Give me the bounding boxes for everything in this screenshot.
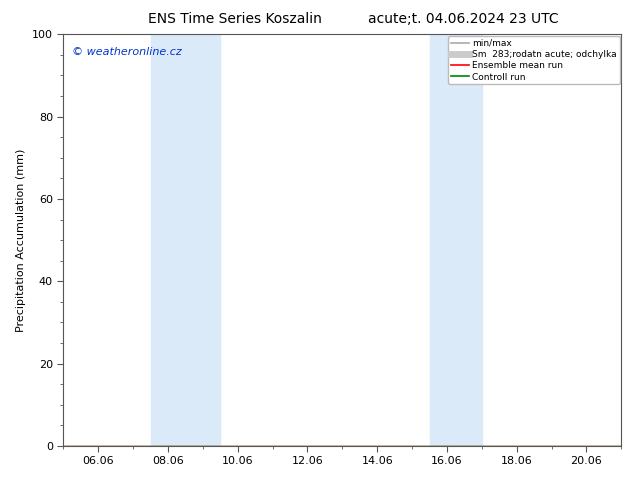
Text: © weatheronline.cz: © weatheronline.cz — [72, 47, 181, 57]
Legend: min/max, Sm  283;rodatn acute; odchylka, Ensemble mean run, Controll run: min/max, Sm 283;rodatn acute; odchylka, … — [448, 36, 619, 84]
Text: ENS Time Series Koszalin: ENS Time Series Koszalin — [148, 12, 321, 26]
Text: acute;t. 04.06.2024 23 UTC: acute;t. 04.06.2024 23 UTC — [368, 12, 558, 26]
Y-axis label: Precipitation Accumulation (mm): Precipitation Accumulation (mm) — [16, 148, 27, 332]
Bar — [150, 34, 221, 446]
Bar — [430, 34, 482, 446]
